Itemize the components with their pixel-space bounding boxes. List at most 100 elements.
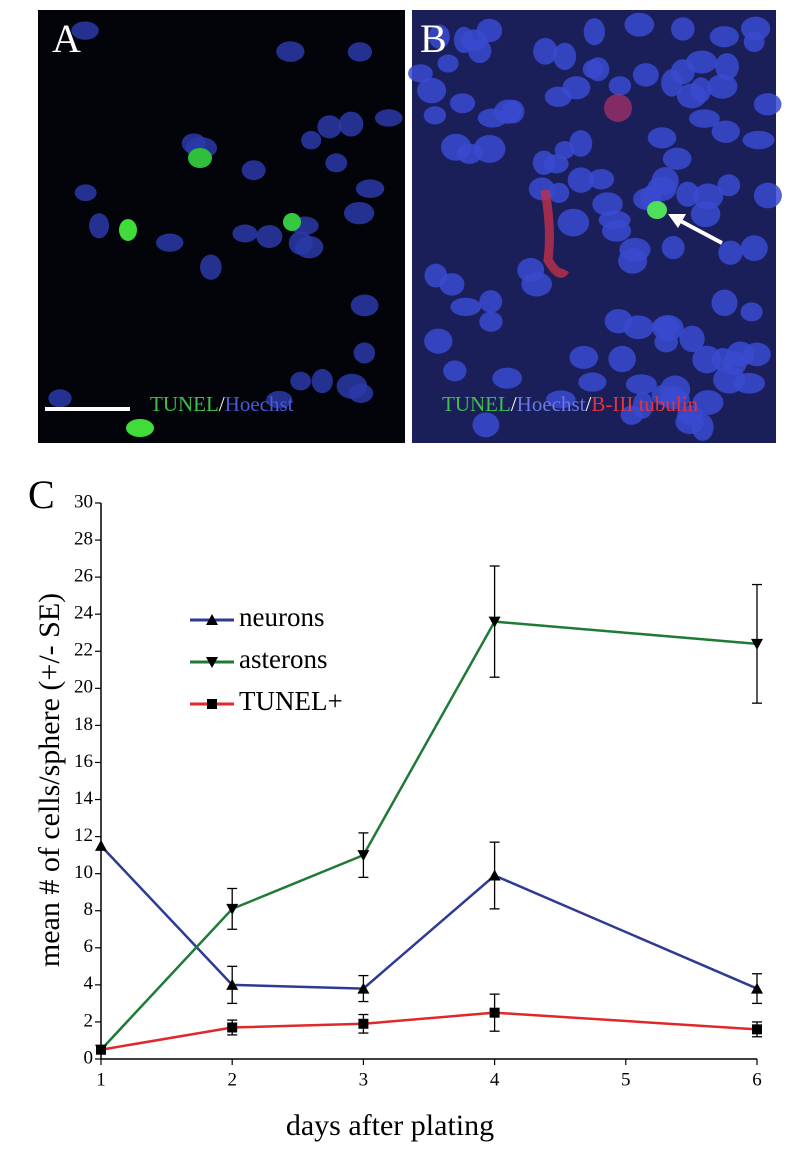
- x-tick-label: 1: [96, 1069, 106, 1090]
- nucleus: [690, 200, 721, 228]
- nucleus: [232, 224, 258, 243]
- x-axis-label: days after plating: [286, 1109, 494, 1142]
- nucleus: [567, 167, 595, 193]
- nucleus: [71, 21, 99, 40]
- nucleus: [461, 29, 488, 52]
- nucleus: [608, 345, 636, 373]
- nucleus: [343, 201, 375, 225]
- nucleus: [652, 316, 680, 336]
- marker: [751, 638, 763, 650]
- nucleus: [543, 154, 569, 174]
- nucleus: [588, 168, 615, 190]
- nucleus: [290, 371, 312, 391]
- marker: [357, 982, 370, 994]
- nucleus: [647, 127, 677, 149]
- legend-label: asterons: [239, 644, 327, 674]
- nucleus: [689, 109, 720, 128]
- nucleus: [733, 372, 765, 394]
- nucleus: [623, 315, 654, 340]
- nucleus: [48, 389, 72, 408]
- panel-label: B: [420, 16, 447, 61]
- tunel-cell: [188, 148, 212, 168]
- nucleus: [424, 328, 453, 354]
- x-tick-label: 2: [227, 1069, 237, 1090]
- nucleus: [156, 233, 184, 252]
- y-tick-label: 10: [74, 862, 93, 883]
- nucleus: [276, 41, 305, 62]
- tubulin: [540, 189, 570, 278]
- nucleus: [743, 31, 765, 53]
- nucleus: [692, 390, 724, 415]
- nucleus: [544, 86, 572, 107]
- marker: [96, 1044, 106, 1055]
- nucleus: [325, 153, 348, 173]
- nucleus: [582, 59, 604, 79]
- legend-label: neurons: [239, 602, 324, 632]
- nucleus: [311, 368, 333, 394]
- y-tick-label: 0: [84, 1047, 94, 1068]
- panel-label: C: [28, 472, 55, 517]
- nucleus: [338, 111, 364, 137]
- marker: [206, 614, 218, 625]
- y-axis-label: mean # of cells/sphere (+/- SE): [33, 593, 66, 967]
- y-tick-label: 4: [84, 973, 94, 994]
- nucleus: [241, 160, 266, 181]
- nuclei-b: [408, 12, 782, 441]
- nucleus: [347, 42, 373, 62]
- nucleus: [753, 93, 782, 116]
- nucleus: [625, 374, 657, 395]
- arrow: [674, 216, 723, 245]
- nucleus: [417, 77, 447, 104]
- y-tick-label: 24: [74, 603, 94, 624]
- nucleus: [711, 289, 738, 317]
- nucleus: [440, 133, 472, 161]
- nucleus: [675, 410, 704, 435]
- nucleus: [494, 99, 522, 124]
- marker: [488, 616, 501, 628]
- nucleus: [423, 106, 447, 125]
- nucleus: [408, 64, 433, 83]
- nucleus: [661, 69, 683, 97]
- nucleus: [709, 26, 739, 48]
- nucleus: [443, 360, 467, 382]
- nucleus: [662, 147, 692, 170]
- y-tick-label: 28: [74, 528, 93, 549]
- y-tick-label: 30: [74, 491, 93, 512]
- x-tick-label: 3: [359, 1069, 369, 1090]
- panel-label: A: [52, 16, 81, 61]
- marker: [226, 903, 239, 915]
- nucleus: [707, 74, 738, 99]
- caption-part: /: [219, 392, 225, 416]
- nucleus: [449, 93, 476, 114]
- x-tick-label: 6: [752, 1069, 762, 1090]
- y-tick-label: 14: [74, 788, 94, 809]
- nucleus: [654, 331, 678, 353]
- nucleus: [569, 130, 593, 157]
- nucleus: [620, 405, 643, 425]
- nucleus: [715, 53, 739, 81]
- nucleus: [428, 24, 450, 49]
- tunel-cell: [283, 213, 301, 231]
- caption-part: B-III tubulin: [591, 392, 698, 416]
- marker: [489, 1007, 500, 1018]
- nucleus: [472, 412, 500, 438]
- caption-part: /: [586, 392, 592, 416]
- nucleus: [740, 302, 763, 322]
- nucleus: [651, 167, 679, 195]
- nucleus: [266, 390, 293, 409]
- caption: TUNEL/Hoechst/B-III tubulin: [442, 392, 699, 416]
- y-tick-label: 8: [84, 899, 94, 920]
- nucleus: [546, 390, 576, 409]
- nucleus: [686, 50, 718, 74]
- tubulin: [604, 94, 632, 122]
- nucleus: [608, 76, 632, 96]
- arrow-head: [668, 214, 686, 228]
- nucleus: [479, 311, 503, 332]
- nucleus: [200, 254, 222, 280]
- series-line: [100, 620, 758, 1051]
- nucleus: [659, 389, 690, 410]
- nucleus: [717, 174, 741, 197]
- nucleus: [711, 347, 735, 372]
- nucleus: [353, 342, 376, 364]
